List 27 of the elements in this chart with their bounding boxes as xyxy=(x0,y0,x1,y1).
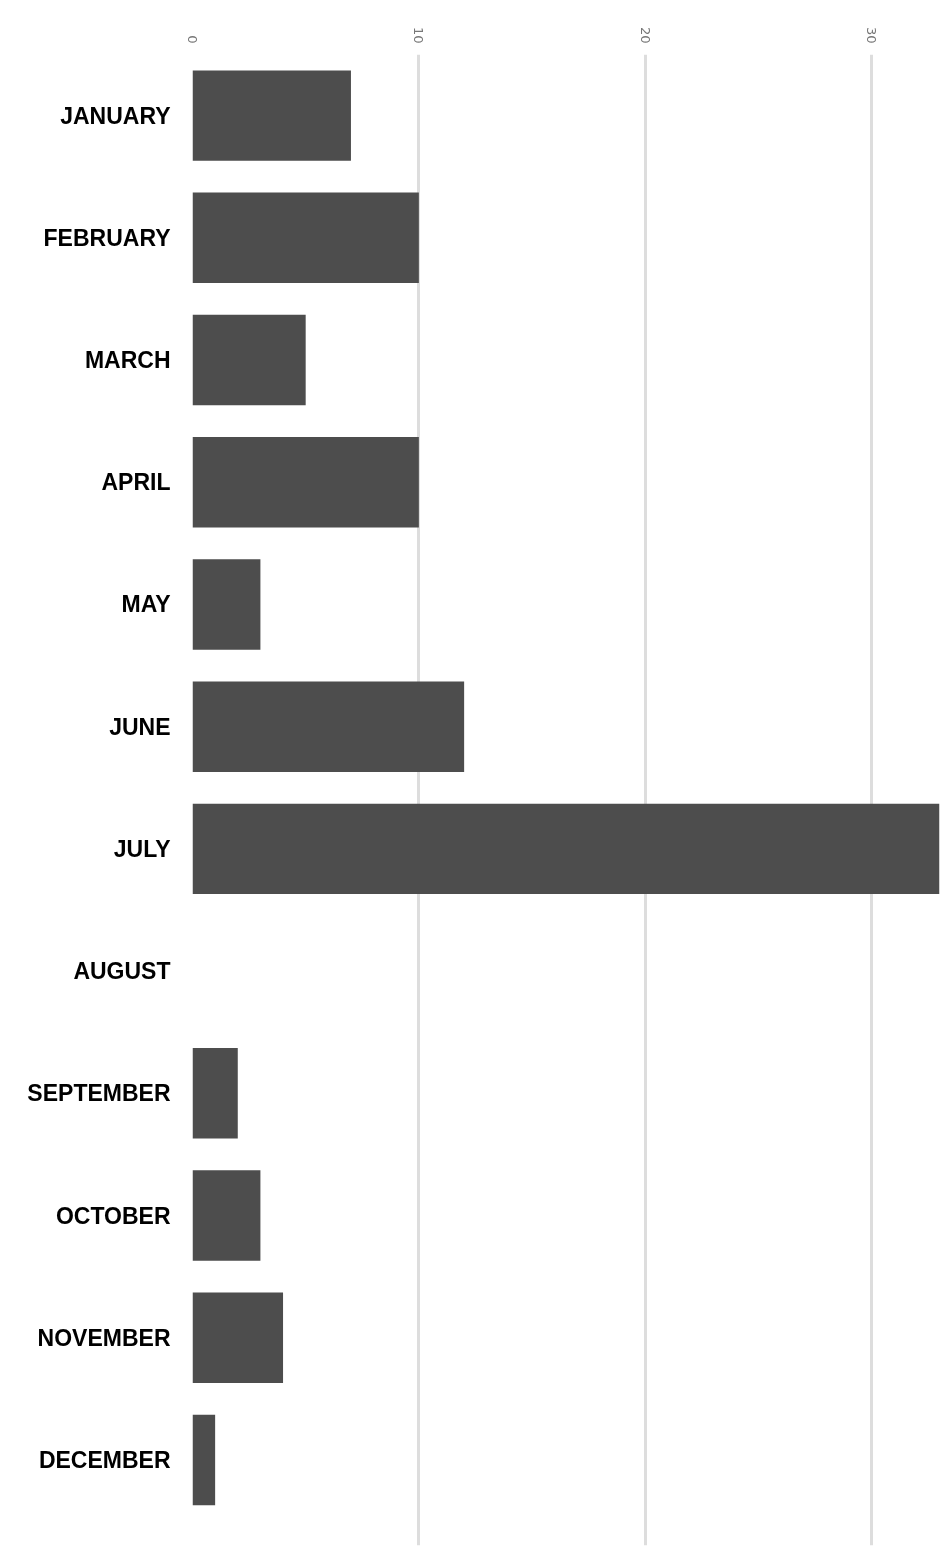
y-tick-label: OCTOBER xyxy=(55,1202,171,1229)
x-tick-label: 10 xyxy=(411,26,427,44)
bar xyxy=(192,70,351,161)
y-tick-label: APRIL xyxy=(101,469,171,496)
bar xyxy=(192,1414,216,1506)
y-tick-label: JUNE xyxy=(109,713,171,740)
y-tick-label: JULY xyxy=(113,835,171,862)
y-tick-label: NOVEMBER xyxy=(37,1324,171,1351)
y-tick-label: JANUARY xyxy=(60,102,171,129)
bar xyxy=(192,192,419,284)
x-tick-label: 20 xyxy=(637,26,653,44)
bar xyxy=(192,803,940,895)
bar xyxy=(192,437,419,528)
bar xyxy=(192,559,261,650)
bar xyxy=(192,1170,261,1261)
y-tick-label: DECEMBER xyxy=(38,1446,171,1473)
bar xyxy=(192,1292,284,1383)
x-tick-label: 0 xyxy=(185,35,200,44)
bar xyxy=(192,314,306,406)
x-tick-label: 30 xyxy=(864,26,880,44)
y-tick-label: FEBRUARY xyxy=(43,224,171,251)
y-tick-label: MARCH xyxy=(84,347,171,374)
bar xyxy=(192,681,465,772)
y-tick-label: AUGUST xyxy=(73,958,171,985)
bar xyxy=(192,1048,238,1139)
y-tick-label: MAY xyxy=(121,591,171,618)
y-tick-label: SEPTEMBER xyxy=(27,1080,171,1107)
